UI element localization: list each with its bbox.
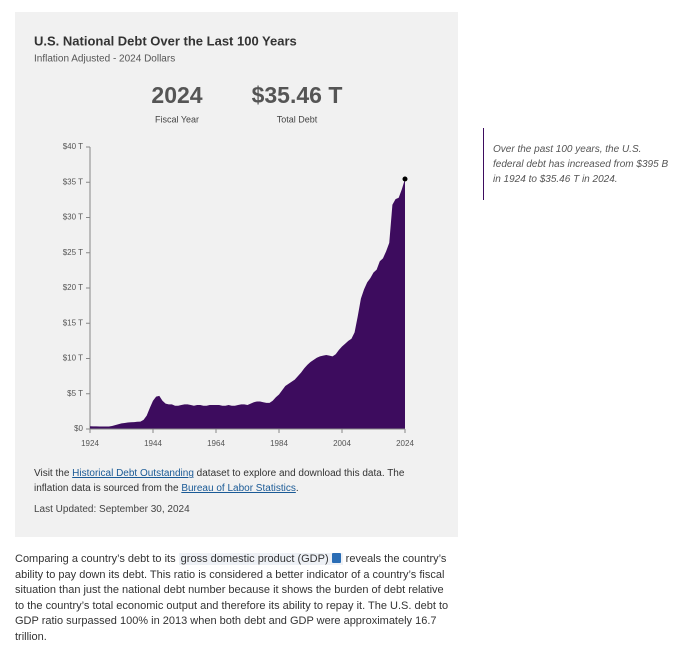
y-tick-label: $5 T xyxy=(67,389,83,398)
stat-caption: Fiscal Year xyxy=(155,114,199,124)
stat-year: 2024 xyxy=(151,82,202,108)
x-tick-label: 1924 xyxy=(81,439,99,448)
y-tick-label: $40 T xyxy=(63,142,83,151)
end-point xyxy=(402,176,408,182)
paragraph: Comparing a country’s debt to its gross … xyxy=(15,552,455,645)
stat-value: $35.46 T xyxy=(252,82,343,108)
link[interactable]: Historical Debt Outstanding xyxy=(72,468,194,479)
x-tick-label: 1944 xyxy=(144,439,162,448)
last-updated: Last Updated: September 30, 2024 xyxy=(34,504,190,515)
y-tick-label: $10 T xyxy=(63,354,83,363)
x-tick-label: 2004 xyxy=(333,439,351,448)
y-tick-label: $25 T xyxy=(63,248,83,257)
chart-subtitle: Inflation Adjusted - 2024 Dollars xyxy=(34,54,175,65)
text: gross domestic product (GDP) xyxy=(180,553,329,565)
chart: U.S. National Debt Over the Last 100 Yea… xyxy=(15,12,458,537)
y-tick-label: $35 T xyxy=(63,177,83,186)
text: reveals the country’s ability to pay dow… xyxy=(15,553,449,643)
x-tick-label: 1984 xyxy=(270,439,288,448)
link[interactable]: Bureau of Labor Statistics xyxy=(181,483,296,494)
stat-caption: Total Debt xyxy=(277,114,318,124)
y-tick-label: $15 T xyxy=(63,318,83,327)
y-tick-label: $20 T xyxy=(63,283,83,292)
text: . xyxy=(295,483,299,494)
x-tick-label: 2024 xyxy=(396,439,414,448)
source-note: Visit the Historical Debt Outstanding da… xyxy=(34,466,434,496)
text: Visit the xyxy=(34,468,73,479)
glossary-icon[interactable] xyxy=(331,553,341,563)
area xyxy=(90,179,405,429)
x-tick-label: 1964 xyxy=(207,439,225,448)
y-tick-label: $30 T xyxy=(63,213,83,222)
text: dataset to explore and download this dat… xyxy=(34,468,405,494)
glossary-term[interactable]: gross domestic product (GDP) xyxy=(178,553,343,565)
y-tick-label: $0 xyxy=(74,424,83,433)
text: Comparing a country’s debt to its xyxy=(15,553,179,565)
aside-note: Over the past 100 years, the U.S. federa… xyxy=(483,128,673,200)
chart-title: U.S. National Debt Over the Last 100 Yea… xyxy=(34,33,297,48)
